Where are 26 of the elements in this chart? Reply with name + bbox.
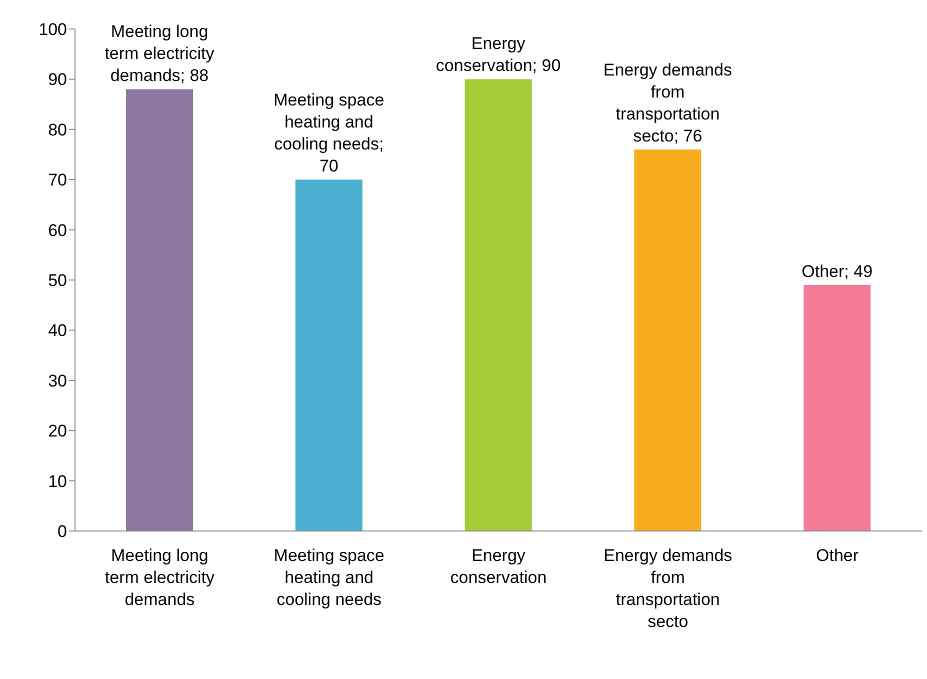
y-tick-label: 30: [48, 371, 67, 390]
x-tick-label: Other: [816, 546, 859, 565]
bar: [295, 180, 362, 531]
y-tick-label: 20: [48, 422, 67, 441]
bar: [634, 149, 702, 531]
x-tick-label: Meeting space heating and cooling needs: [274, 546, 384, 609]
y-tick-label: 90: [48, 70, 67, 90]
data-label: Meeting space heating and cooling needs; 70: [274, 90, 384, 176]
y-tick-label: 10: [48, 472, 67, 491]
y-tick-label: 80: [48, 120, 67, 140]
bar: [126, 89, 193, 531]
data-label: Meeting long term electricity demands; 88: [104, 22, 215, 86]
data-label: Energy demands from transportation secto; 76: [603, 60, 732, 146]
y-tick-label: 60: [48, 220, 67, 240]
y-tick-label: 40: [48, 321, 67, 340]
y-tick-label: 70: [48, 170, 67, 190]
bar: [804, 285, 871, 531]
y-tick-label: 100: [38, 20, 67, 40]
x-tick-label: Meeting long term electricity demands: [104, 546, 215, 609]
data-label: Other; 49: [802, 262, 873, 282]
x-tick-label: Energy demands from transportation secto: [604, 546, 732, 631]
y-tick-label: 50: [48, 271, 67, 290]
bar: [464, 79, 532, 531]
x-tick-label: Energy conservation: [450, 546, 547, 587]
data-label: Energy conservation; 90: [436, 34, 561, 76]
y-tick-label: 0: [58, 522, 67, 542]
